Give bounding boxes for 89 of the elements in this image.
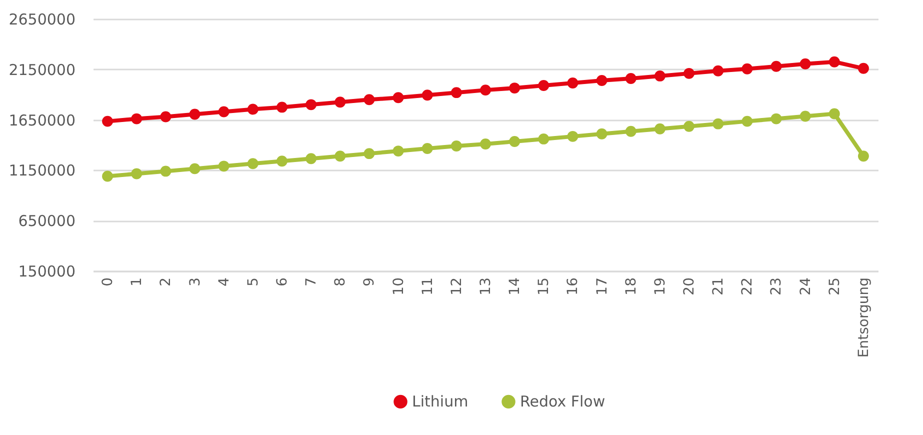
y-tick-label: 150000 xyxy=(18,262,76,280)
point xyxy=(102,116,114,127)
x-tick-label: Entsorgung xyxy=(856,278,872,358)
x-tick-label: 1 xyxy=(129,278,146,286)
point xyxy=(131,113,142,124)
y-tick-label: 2650000 xyxy=(8,10,76,28)
point xyxy=(160,166,172,177)
point xyxy=(131,168,142,180)
point xyxy=(684,68,694,79)
x-tick-label: 22 xyxy=(740,278,756,296)
point xyxy=(247,104,258,115)
point xyxy=(770,113,782,124)
y-tick-label: 2150000 xyxy=(8,60,76,79)
point xyxy=(858,62,869,74)
x-tick-label: 3 xyxy=(187,278,204,286)
point xyxy=(509,136,520,147)
x-tick-label: 8 xyxy=(332,278,349,286)
x-tick-label: 21 xyxy=(710,278,727,296)
point xyxy=(306,99,317,110)
point xyxy=(684,120,694,132)
point xyxy=(392,146,404,157)
point xyxy=(858,150,869,162)
point xyxy=(654,70,666,82)
legend-label: Redox Flow xyxy=(520,392,606,411)
point xyxy=(742,63,753,74)
point xyxy=(480,84,491,96)
point xyxy=(567,78,578,88)
point xyxy=(625,73,636,84)
x-tick-label: 20 xyxy=(682,278,698,296)
point xyxy=(160,111,172,122)
point xyxy=(334,96,346,108)
x-tick-label: 14 xyxy=(507,277,524,296)
y-tick-label: 1650000 xyxy=(8,111,76,130)
point xyxy=(218,106,230,118)
point xyxy=(538,133,550,144)
x-tick-label: 17 xyxy=(594,278,610,296)
point xyxy=(364,94,375,106)
point xyxy=(509,82,520,94)
point xyxy=(450,140,462,152)
point xyxy=(392,92,404,104)
point xyxy=(625,126,636,137)
point xyxy=(800,110,811,122)
x-tick-label: 23 xyxy=(768,278,785,296)
point xyxy=(712,65,724,76)
x-tick-label: 6 xyxy=(274,277,290,286)
x-tick-label: 15 xyxy=(536,278,552,296)
point xyxy=(567,130,578,142)
point xyxy=(364,148,375,160)
point xyxy=(422,90,433,101)
x-tick-label: 16 xyxy=(565,277,582,296)
point xyxy=(654,123,666,134)
point xyxy=(828,56,840,68)
x-tick-label: 12 xyxy=(448,278,465,296)
x-tick-label: 24 xyxy=(798,277,814,296)
point xyxy=(800,58,811,70)
point xyxy=(450,87,462,98)
point xyxy=(480,138,491,150)
point xyxy=(828,108,840,120)
y-tick-label: 650000 xyxy=(18,212,76,230)
point xyxy=(538,80,550,91)
point xyxy=(276,102,288,113)
x-tick-label: 7 xyxy=(304,278,320,286)
point xyxy=(189,163,200,174)
point xyxy=(422,143,433,154)
x-tick-label: 13 xyxy=(478,278,494,296)
x-tick-label: 0 xyxy=(100,278,116,286)
x-tick-label: 11 xyxy=(420,278,436,296)
x-tick-label: 5 xyxy=(245,278,262,286)
point xyxy=(596,75,608,86)
x-tick-label: 4 xyxy=(216,277,232,286)
x-tick-label: 25 xyxy=(826,278,843,296)
point xyxy=(334,150,346,162)
point xyxy=(742,116,753,127)
point xyxy=(596,128,608,140)
x-tick-label: 2 xyxy=(158,278,174,286)
legend-label: Lithium xyxy=(412,392,468,411)
y-tick-label: 1150000 xyxy=(8,162,76,180)
x-tick-label: 9 xyxy=(362,278,378,286)
x-tick-label: 18 xyxy=(623,278,640,296)
point xyxy=(712,118,724,130)
point xyxy=(218,160,230,172)
point xyxy=(189,108,200,120)
point xyxy=(102,170,114,182)
point xyxy=(306,153,317,164)
point xyxy=(276,156,288,167)
x-tick-label: 10 xyxy=(390,278,407,296)
x-tick-label: 19 xyxy=(652,278,668,296)
point xyxy=(247,158,258,170)
point xyxy=(770,60,782,72)
